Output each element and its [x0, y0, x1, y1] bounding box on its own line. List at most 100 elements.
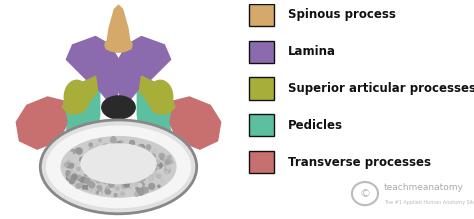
Circle shape	[100, 191, 102, 194]
Circle shape	[110, 183, 115, 187]
Circle shape	[132, 190, 134, 192]
Circle shape	[145, 173, 148, 176]
Circle shape	[112, 155, 116, 159]
Circle shape	[125, 187, 128, 189]
Circle shape	[68, 176, 70, 178]
Circle shape	[77, 184, 81, 188]
Circle shape	[89, 182, 95, 188]
Circle shape	[112, 137, 115, 140]
Circle shape	[165, 161, 169, 164]
Circle shape	[96, 191, 99, 194]
Circle shape	[161, 179, 164, 182]
Polygon shape	[137, 80, 173, 149]
Circle shape	[150, 187, 154, 191]
Circle shape	[152, 169, 154, 171]
Circle shape	[130, 184, 133, 187]
Circle shape	[102, 178, 108, 184]
Circle shape	[148, 164, 153, 168]
Circle shape	[133, 156, 138, 161]
Text: Pedicles: Pedicles	[288, 119, 343, 132]
Circle shape	[109, 182, 113, 187]
Circle shape	[150, 163, 154, 166]
Circle shape	[99, 150, 101, 153]
Ellipse shape	[40, 120, 197, 214]
Circle shape	[85, 185, 90, 189]
Circle shape	[116, 187, 119, 190]
Circle shape	[106, 145, 110, 149]
Circle shape	[72, 174, 77, 180]
Circle shape	[114, 168, 117, 172]
Polygon shape	[118, 37, 171, 107]
Circle shape	[141, 169, 143, 171]
Circle shape	[113, 162, 117, 166]
Circle shape	[143, 187, 148, 193]
Circle shape	[121, 184, 127, 189]
Circle shape	[94, 147, 97, 150]
Circle shape	[84, 178, 90, 184]
Circle shape	[151, 154, 155, 158]
Circle shape	[109, 142, 112, 146]
Circle shape	[67, 160, 70, 162]
Circle shape	[142, 190, 146, 194]
Circle shape	[92, 161, 96, 164]
Circle shape	[161, 158, 163, 160]
Circle shape	[64, 163, 68, 166]
Circle shape	[91, 164, 94, 167]
Circle shape	[139, 176, 145, 181]
Circle shape	[139, 182, 144, 187]
Circle shape	[112, 186, 115, 189]
Circle shape	[96, 143, 98, 145]
Circle shape	[70, 178, 75, 184]
Text: Superior articular processes: Superior articular processes	[288, 82, 474, 95]
Circle shape	[124, 182, 129, 187]
Text: Lamina: Lamina	[288, 45, 336, 58]
Circle shape	[149, 184, 155, 189]
Circle shape	[153, 173, 156, 176]
Circle shape	[146, 145, 151, 149]
Circle shape	[100, 163, 105, 168]
Circle shape	[112, 153, 114, 155]
Circle shape	[99, 139, 101, 142]
Ellipse shape	[148, 80, 173, 114]
Circle shape	[144, 161, 148, 165]
Circle shape	[113, 170, 118, 175]
Circle shape	[128, 166, 132, 170]
Circle shape	[121, 192, 125, 195]
Polygon shape	[16, 97, 68, 149]
Circle shape	[103, 163, 106, 165]
Circle shape	[89, 184, 94, 189]
Text: ©: ©	[359, 189, 371, 199]
Circle shape	[140, 167, 143, 170]
Circle shape	[157, 163, 162, 168]
Circle shape	[144, 184, 149, 190]
Circle shape	[78, 179, 80, 181]
Circle shape	[94, 149, 98, 154]
Circle shape	[115, 147, 117, 149]
Circle shape	[159, 153, 164, 159]
Circle shape	[90, 168, 94, 172]
Circle shape	[96, 157, 100, 161]
Circle shape	[158, 185, 160, 187]
Circle shape	[102, 162, 107, 167]
Circle shape	[107, 153, 112, 158]
Circle shape	[106, 187, 108, 189]
Circle shape	[151, 171, 156, 177]
Circle shape	[80, 157, 85, 162]
Circle shape	[75, 184, 81, 189]
Circle shape	[77, 167, 80, 171]
Circle shape	[66, 174, 68, 175]
Circle shape	[96, 177, 101, 183]
Circle shape	[86, 181, 89, 184]
Circle shape	[118, 144, 122, 148]
Circle shape	[81, 166, 85, 170]
Circle shape	[136, 162, 140, 166]
Circle shape	[124, 150, 128, 154]
Circle shape	[112, 182, 117, 187]
Circle shape	[102, 160, 104, 162]
Circle shape	[128, 182, 130, 185]
Polygon shape	[62, 76, 98, 115]
Circle shape	[74, 173, 76, 175]
Circle shape	[164, 162, 169, 167]
Circle shape	[100, 176, 101, 178]
Circle shape	[71, 178, 76, 183]
